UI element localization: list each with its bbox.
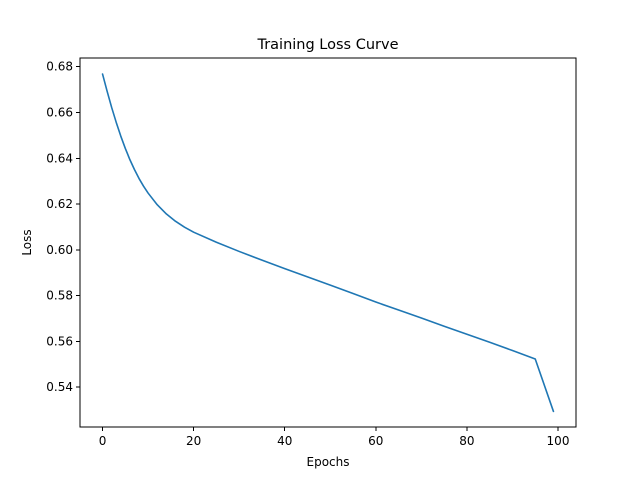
chart-title: Training Loss Curve — [256, 37, 398, 53]
y-tick-label: 0.58 — [46, 289, 73, 303]
y-tick-label: 0.60 — [46, 243, 73, 257]
y-tick-label: 0.62 — [46, 197, 73, 211]
x-tick-label: 20 — [186, 434, 201, 448]
x-tick-label: 80 — [459, 434, 474, 448]
y-tick-label: 0.66 — [46, 105, 73, 119]
x-tick-label: 40 — [277, 434, 292, 448]
y-tick-label: 0.54 — [46, 380, 73, 394]
x-tick-label: 100 — [547, 434, 570, 448]
y-axis-ticks: 0.54 0.56 0.58 0.60 0.62 0.64 0.66 0.68 — [46, 60, 80, 394]
x-axis-label: Epochs — [307, 455, 350, 469]
plot-frame — [79, 57, 577, 428]
axes — [79, 57, 577, 428]
series-line-loss — [101, 73, 555, 413]
x-tick-label: 0 — [99, 434, 107, 448]
plot-content — [101, 73, 555, 413]
x-axis-ticks: 0 20 40 60 80 100 — [99, 427, 570, 448]
x-tick-label: 60 — [368, 434, 383, 448]
y-tick-label: 0.64 — [46, 151, 73, 165]
y-axis-label: Loss — [20, 229, 34, 255]
y-tick-label: 0.68 — [46, 60, 73, 74]
y-tick-label: 0.56 — [46, 334, 73, 348]
